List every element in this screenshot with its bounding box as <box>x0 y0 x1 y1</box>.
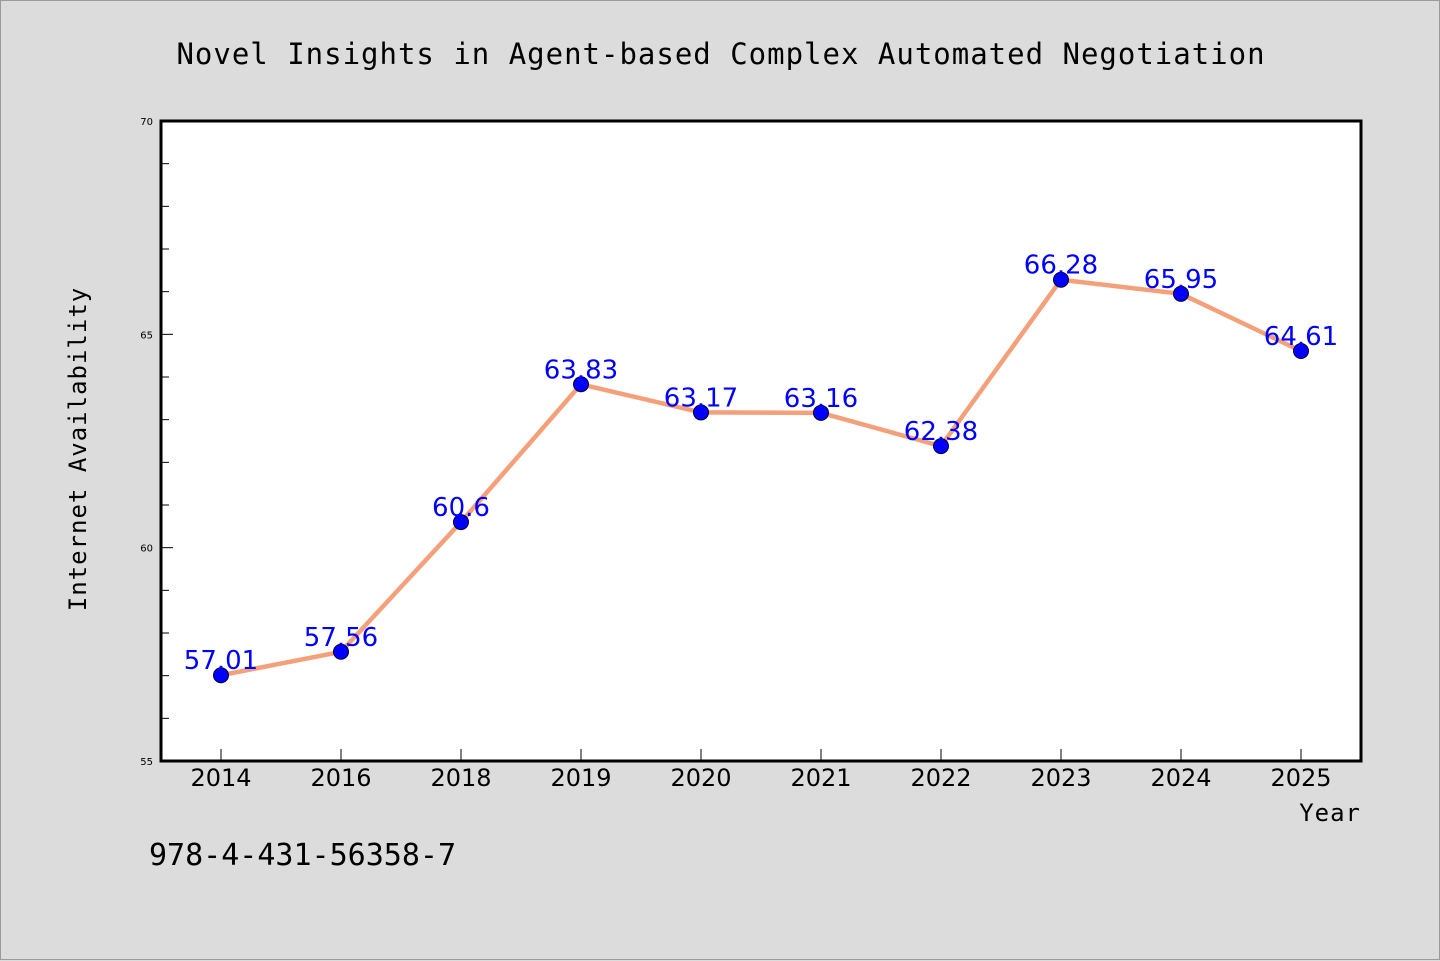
data-point <box>933 438 949 455</box>
data-label: 63.16 <box>784 384 858 414</box>
data-point <box>1173 285 1189 302</box>
x-tick-label: 2024 <box>1150 764 1211 792</box>
chart-title: Novel Insights in Agent-based Complex Au… <box>176 37 1265 71</box>
data-point <box>693 404 709 421</box>
data-label: 62.38 <box>904 417 978 447</box>
series-layer: 57.01 57.56 60.6 63.83 63.17 63.16 62.38 66.28 6… <box>184 251 1338 684</box>
x-tick-label: 2025 <box>1270 764 1331 792</box>
x-tick-label: 2016 <box>310 764 371 792</box>
x-tick-label: 2022 <box>910 764 971 792</box>
x-tick-label: 2020 <box>670 764 731 792</box>
plot-area <box>159 119 1363 763</box>
y-axis-ticks: 55 60 65 70 <box>140 117 173 768</box>
y-tick-label: 65 <box>140 330 153 341</box>
x-tick-label: 2021 <box>790 764 851 792</box>
data-point <box>813 404 829 421</box>
data-label: 57.56 <box>304 623 378 653</box>
y-tick-label: 70 <box>140 117 153 128</box>
data-point <box>453 514 469 531</box>
data-label: 63.17 <box>664 383 738 413</box>
isbn-annotation: 978-4-431-56358-7 <box>149 838 456 873</box>
series-line <box>220 277 1302 678</box>
x-tick-label: 2019 <box>550 764 611 792</box>
data-label: 65.95 <box>1144 265 1218 295</box>
data-label: 60.6 <box>432 493 490 523</box>
x-tick-label: 2023 <box>1030 764 1091 792</box>
data-label: 63.83 <box>544 355 618 385</box>
y-tick-label: 60 <box>140 544 153 555</box>
data-label: 64.61 <box>1264 322 1338 352</box>
data-point <box>1293 342 1309 359</box>
x-axis-ticks: 2014 2016 2018 2019 2020 2021 2022 2023 2024 2025 <box>190 749 1332 792</box>
data-point <box>333 643 349 660</box>
x-tick-label: 2018 <box>430 764 491 792</box>
data-label: 57.01 <box>184 646 258 676</box>
data-point <box>213 667 229 684</box>
data-label: 66.28 <box>1024 251 1098 281</box>
data-point <box>573 376 589 393</box>
x-tick-label: 2014 <box>190 764 251 792</box>
y-tick-label: 55 <box>140 757 153 768</box>
x-axis-title: Year <box>1299 799 1361 827</box>
y-axis-title: Internet Availability <box>64 287 92 611</box>
data-point <box>1053 271 1069 288</box>
